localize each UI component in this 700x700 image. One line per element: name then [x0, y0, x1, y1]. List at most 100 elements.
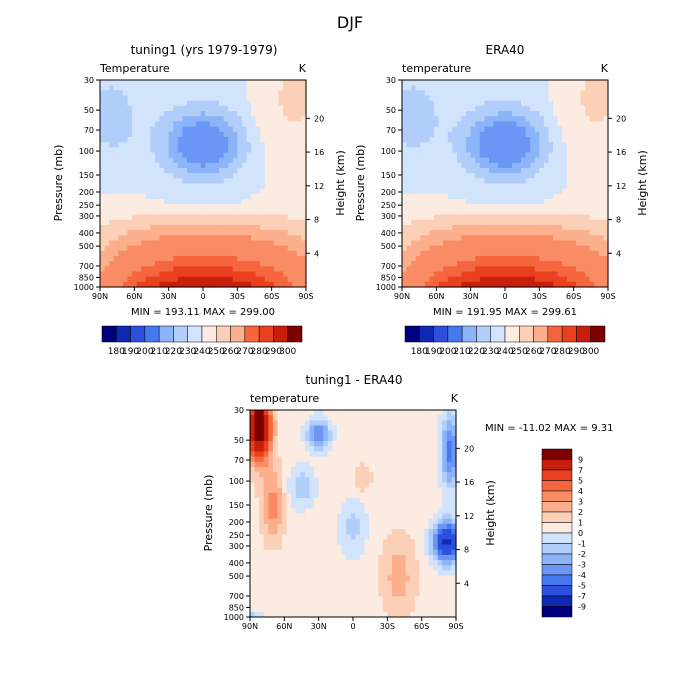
- contour-cell: [104, 266, 110, 273]
- y-tick-label: 1000: [376, 283, 396, 292]
- contour-cell: [301, 255, 307, 262]
- contour-cell: [488, 105, 495, 112]
- contour-cell: [141, 183, 147, 190]
- contour-cell: [122, 199, 129, 205]
- contour-cell: [273, 204, 280, 210]
- contour-cell: [438, 105, 444, 112]
- contour-cell: [543, 90, 550, 97]
- contour-cell: [286, 560, 292, 566]
- contour-cell: [122, 167, 129, 174]
- contour-cell: [402, 178, 408, 185]
- contour-cell: [475, 250, 481, 257]
- contour-cell: [191, 281, 197, 288]
- contour-cell: [205, 183, 211, 190]
- contour-cell: [373, 611, 379, 618]
- contour-cell: [493, 105, 499, 112]
- contour-cell: [214, 167, 220, 174]
- contour-cell: [530, 85, 536, 91]
- contour-cell: [521, 266, 527, 273]
- contour-cell: [228, 95, 234, 102]
- contour-cell: [296, 224, 303, 231]
- contour-cell: [332, 518, 338, 525]
- contour-cell: [359, 451, 366, 458]
- contour-cell: [580, 204, 586, 210]
- contour-cell: [287, 209, 293, 216]
- contour-cell: [589, 111, 595, 117]
- contour-cell: [378, 472, 384, 478]
- contour-cell: [516, 131, 522, 138]
- contour-cell: [241, 209, 248, 216]
- contour-cell: [268, 560, 274, 566]
- contour-cell: [323, 560, 329, 566]
- contour-cell: [241, 266, 248, 273]
- contour-cell: [598, 271, 605, 278]
- contour-cell: [209, 167, 216, 174]
- contour-cell: [553, 250, 559, 257]
- contour-cell: [232, 178, 238, 185]
- contour-cell: [502, 224, 508, 231]
- contour-cell: [382, 585, 388, 592]
- contour-cell: [411, 214, 417, 221]
- contour-cell: [186, 209, 193, 216]
- contour-cell: [286, 487, 292, 494]
- contour-cell: [260, 126, 266, 133]
- contour-cell: [296, 250, 303, 257]
- contour-cell: [168, 276, 174, 283]
- contour-cell: [557, 219, 563, 226]
- contour-cell: [272, 461, 279, 468]
- contour-cell: [250, 523, 256, 530]
- contour-cell: [507, 105, 513, 112]
- contour-cell: [228, 147, 234, 154]
- contour-cell: [415, 178, 421, 185]
- contour-cell: [585, 199, 591, 205]
- contour-cell: [118, 255, 124, 262]
- contour-cell: [502, 85, 508, 91]
- contour-cell: [318, 523, 324, 530]
- contour-cell: [237, 95, 243, 102]
- contour-cell: [113, 188, 119, 195]
- contour-cell: [283, 121, 289, 128]
- contour-cell: [332, 591, 338, 597]
- contour-cell: [429, 116, 435, 122]
- contour-cell: [575, 95, 582, 102]
- contour-cell: [145, 219, 151, 226]
- contour-cell: [525, 183, 531, 190]
- contour-cell: [420, 235, 426, 242]
- contour-cell: [589, 235, 595, 242]
- contour-cell: [466, 147, 472, 154]
- contour-cell: [127, 281, 133, 288]
- contour-cell: [264, 162, 270, 169]
- contour-cell: [259, 513, 265, 520]
- contour-cell: [566, 111, 572, 117]
- contour-cell: [292, 235, 298, 242]
- contour-cell: [488, 178, 495, 185]
- contour-cell: [292, 199, 298, 205]
- contour-cell: [141, 188, 147, 195]
- contour-cell: [214, 245, 220, 252]
- contour-cell: [424, 111, 431, 117]
- contour-cell: [521, 152, 527, 159]
- contour-cell: [382, 430, 388, 437]
- contour-cell: [534, 178, 540, 185]
- contour-cell: [254, 523, 260, 530]
- contour-cell: [214, 255, 220, 262]
- contour-cell: [109, 214, 115, 221]
- contour-cell: [429, 126, 435, 133]
- contour-cell: [373, 451, 379, 458]
- contour-cell: [488, 116, 495, 122]
- contour-cell: [443, 152, 449, 159]
- contour-cell: [173, 80, 179, 86]
- contour-cell: [447, 121, 453, 128]
- contour-cell: [196, 224, 202, 231]
- contour-cell: [246, 178, 252, 185]
- contour-cell: [424, 255, 431, 262]
- contour-cell: [269, 240, 275, 247]
- contour-cell: [186, 240, 193, 247]
- contour-cell: [263, 560, 269, 566]
- contour-cell: [443, 100, 449, 107]
- contour-cell: [269, 116, 275, 122]
- contour-cell: [598, 147, 605, 154]
- contour-cell: [571, 235, 577, 242]
- contour-cell: [264, 183, 270, 190]
- contour-cell: [291, 477, 297, 484]
